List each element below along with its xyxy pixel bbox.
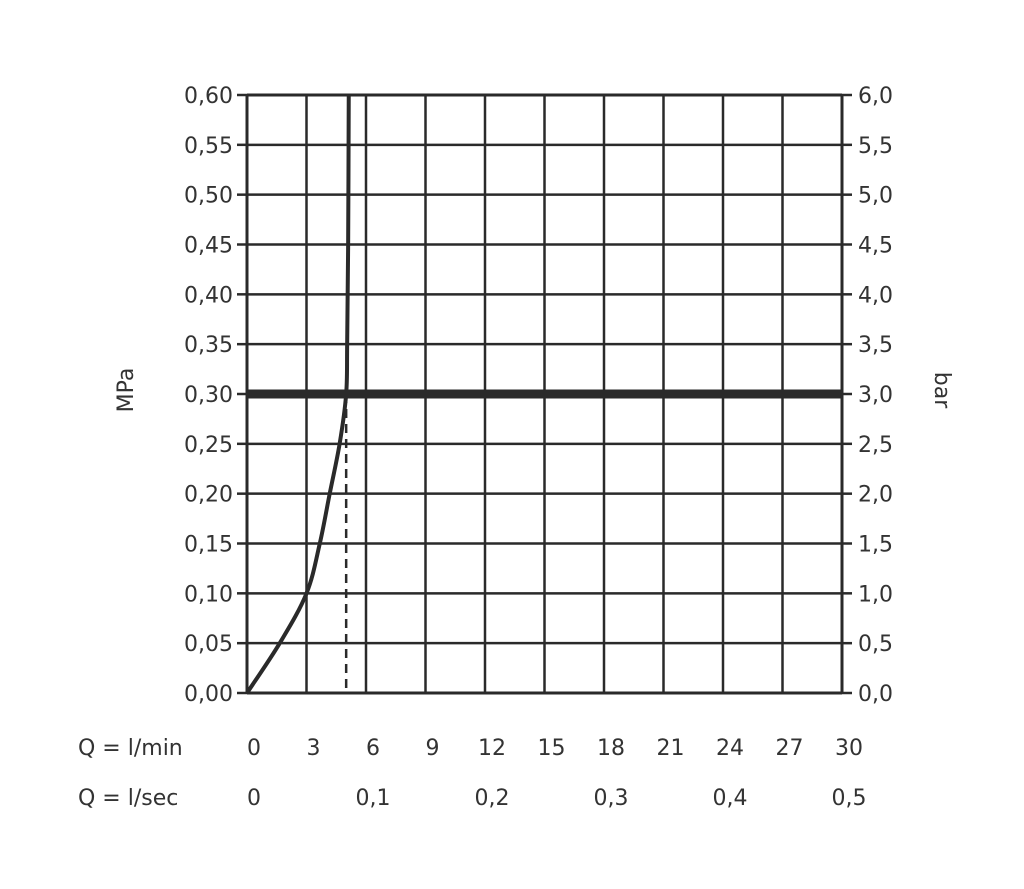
x-tick-label-lmin: 24 (716, 736, 744, 761)
y-tick-label-right: 1,5 (858, 533, 893, 558)
y-tick-label-left: 0,55 (184, 134, 233, 159)
x-tick-label-lmin: 9 (426, 736, 440, 761)
x-row-label-lmin: Q = l/min (78, 736, 183, 761)
y-tick-label-right: 3,0 (858, 383, 893, 408)
y-tick-label-left: 0,40 (184, 283, 233, 308)
y-tick-label-left: 0,00 (184, 682, 233, 707)
y-tick-label-right: 5,0 (858, 184, 893, 209)
y-tick-label-right: 1,0 (858, 582, 893, 607)
x-tick-label-lmin: 6 (366, 736, 380, 761)
x-tick-label-lmin: 27 (776, 736, 804, 761)
x-tick-label-lmin: 18 (597, 736, 625, 761)
y-tick-label-right: 4,5 (858, 234, 893, 259)
y-tick-label-left: 0,45 (184, 234, 233, 259)
y-tick-label-right: 6,0 (858, 84, 893, 109)
y-axis-label-left: MPa (114, 368, 139, 413)
y-tick-label-right: 2,0 (858, 483, 893, 508)
x-tick-label-lmin: 0 (247, 736, 261, 761)
y-tick-label-left: 0,15 (184, 533, 233, 558)
y-tick-label-left: 0,25 (184, 433, 233, 458)
y-tick-label-right: 0,5 (858, 632, 893, 657)
y-tick-label-right: 4,0 (858, 283, 893, 308)
y-tick-label-left: 0,35 (184, 333, 233, 358)
y-tick-label-left: 0,50 (184, 184, 233, 209)
x-tick-label-lmin: 30 (835, 736, 863, 761)
y-axis-label-right: bar (929, 372, 954, 409)
x-tick-label-lsec: 0,3 (594, 786, 629, 811)
y-tick-label-left: 0,10 (184, 582, 233, 607)
y-tick-label-right: 3,5 (858, 333, 893, 358)
y-tick-label-left: 0,20 (184, 483, 233, 508)
x-tick-label-lmin: 15 (538, 736, 566, 761)
x-tick-label-lsec: 0,5 (832, 786, 867, 811)
x-tick-label-lsec: 0 (247, 786, 261, 811)
x-tick-label-lsec: 0,1 (356, 786, 391, 811)
x-tick-label-lmin: 21 (657, 736, 685, 761)
x-tick-label-lmin: 3 (307, 736, 321, 761)
x-tick-label-lsec: 0,4 (713, 786, 748, 811)
y-tick-label-right: 5,5 (858, 134, 893, 159)
y-tick-label-left: 0,30 (184, 383, 233, 408)
x-row-label-lsec: Q = l/sec (78, 786, 178, 811)
y-tick-label-left: 0,60 (184, 84, 233, 109)
ticks (237, 93, 852, 695)
marks (245, 94, 842, 695)
y-tick-label-left: 0,05 (184, 632, 233, 657)
x-tick-label-lsec: 0,2 (475, 786, 510, 811)
x-tick-label-lmin: 12 (478, 736, 506, 761)
labels: 0,00 0,00,05 0,50,10 1,00,15 1,50,20 2,00,25 2… (184, 84, 893, 811)
y-tick-label-right: 2,5 (858, 433, 893, 458)
y-tick-label-right: 0,0 (858, 682, 893, 707)
flow-curve (245, 94, 351, 695)
